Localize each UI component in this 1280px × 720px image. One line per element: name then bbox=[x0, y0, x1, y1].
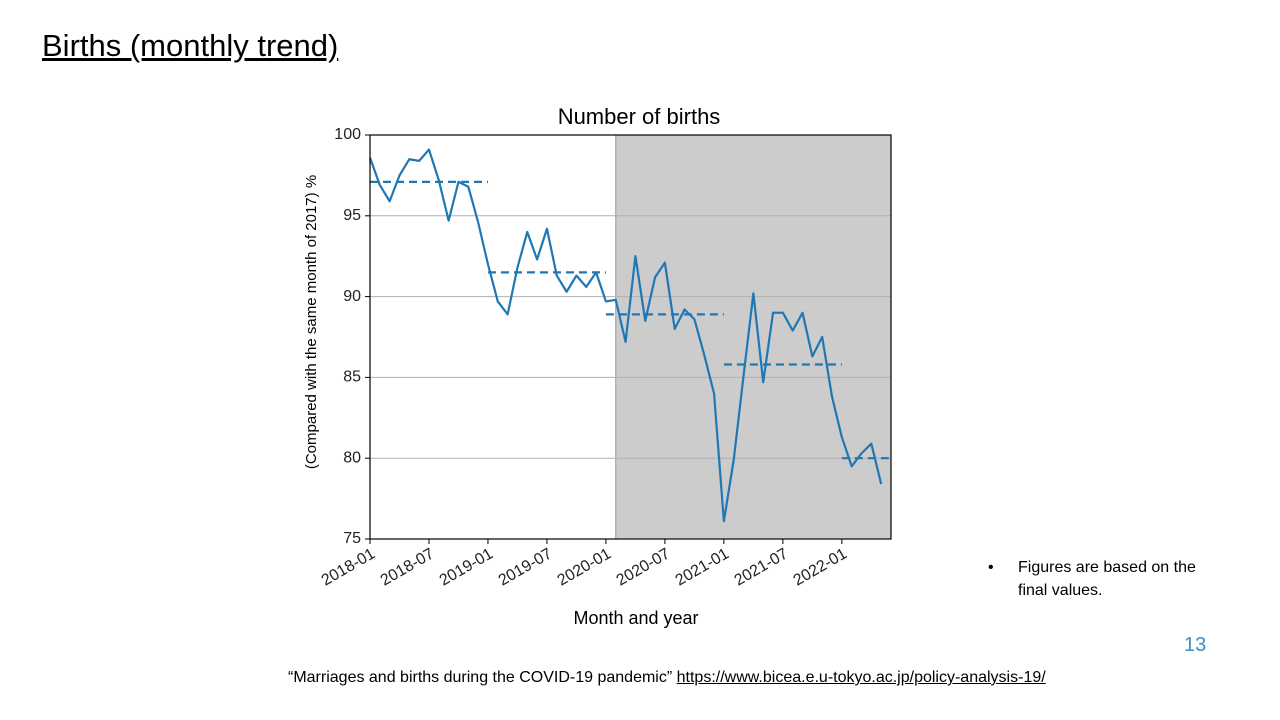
x-tick-label: 2018-01 bbox=[319, 545, 378, 589]
data-line bbox=[368, 148, 883, 523]
chart-title: Number of births bbox=[558, 104, 721, 129]
y-axis-label: (Compared with the same month of 2017) % bbox=[303, 175, 320, 469]
page-number: 13 bbox=[1184, 634, 1207, 656]
x-tick-label: 2018-07 bbox=[378, 545, 437, 589]
y-tick-label: 90 bbox=[343, 288, 361, 305]
y-tick-label: 85 bbox=[343, 369, 361, 386]
x-tick-label: 2022-01 bbox=[791, 545, 850, 589]
plot-frame bbox=[369, 134, 892, 540]
chart: Number of births Month and year (Compare… bbox=[303, 104, 892, 628]
y-tick-label: 100 bbox=[334, 126, 361, 143]
source-text: “Marriages and births during the COVID-1… bbox=[288, 669, 673, 686]
note: • Figures are based on the final values. bbox=[988, 556, 1218, 602]
shaded-period bbox=[615, 135, 891, 539]
x-tick-label: 2021-07 bbox=[732, 545, 791, 589]
slide-title: Births (monthly trend) bbox=[42, 28, 339, 63]
x-tick-label: 2019-07 bbox=[496, 545, 555, 589]
source: “Marriages and births during the COVID-1… bbox=[288, 669, 1046, 687]
y-tick-label: 80 bbox=[343, 449, 361, 466]
note-text: Figures are based on the final values. bbox=[1018, 559, 1196, 599]
x-tick-label: 2021-01 bbox=[673, 545, 732, 589]
source-link[interactable]: https://www.bicea.e.u-tokyo.ac.jp/policy… bbox=[676, 669, 1046, 686]
x-tick-label: 2020-01 bbox=[555, 545, 614, 589]
x-tick-label: 2019-01 bbox=[437, 545, 496, 589]
y-tick-label: 75 bbox=[343, 530, 361, 547]
x-axis-label: Month and year bbox=[573, 608, 698, 628]
x-tick-label: 2020-07 bbox=[614, 545, 673, 589]
y-tick-label: 95 bbox=[343, 207, 361, 224]
